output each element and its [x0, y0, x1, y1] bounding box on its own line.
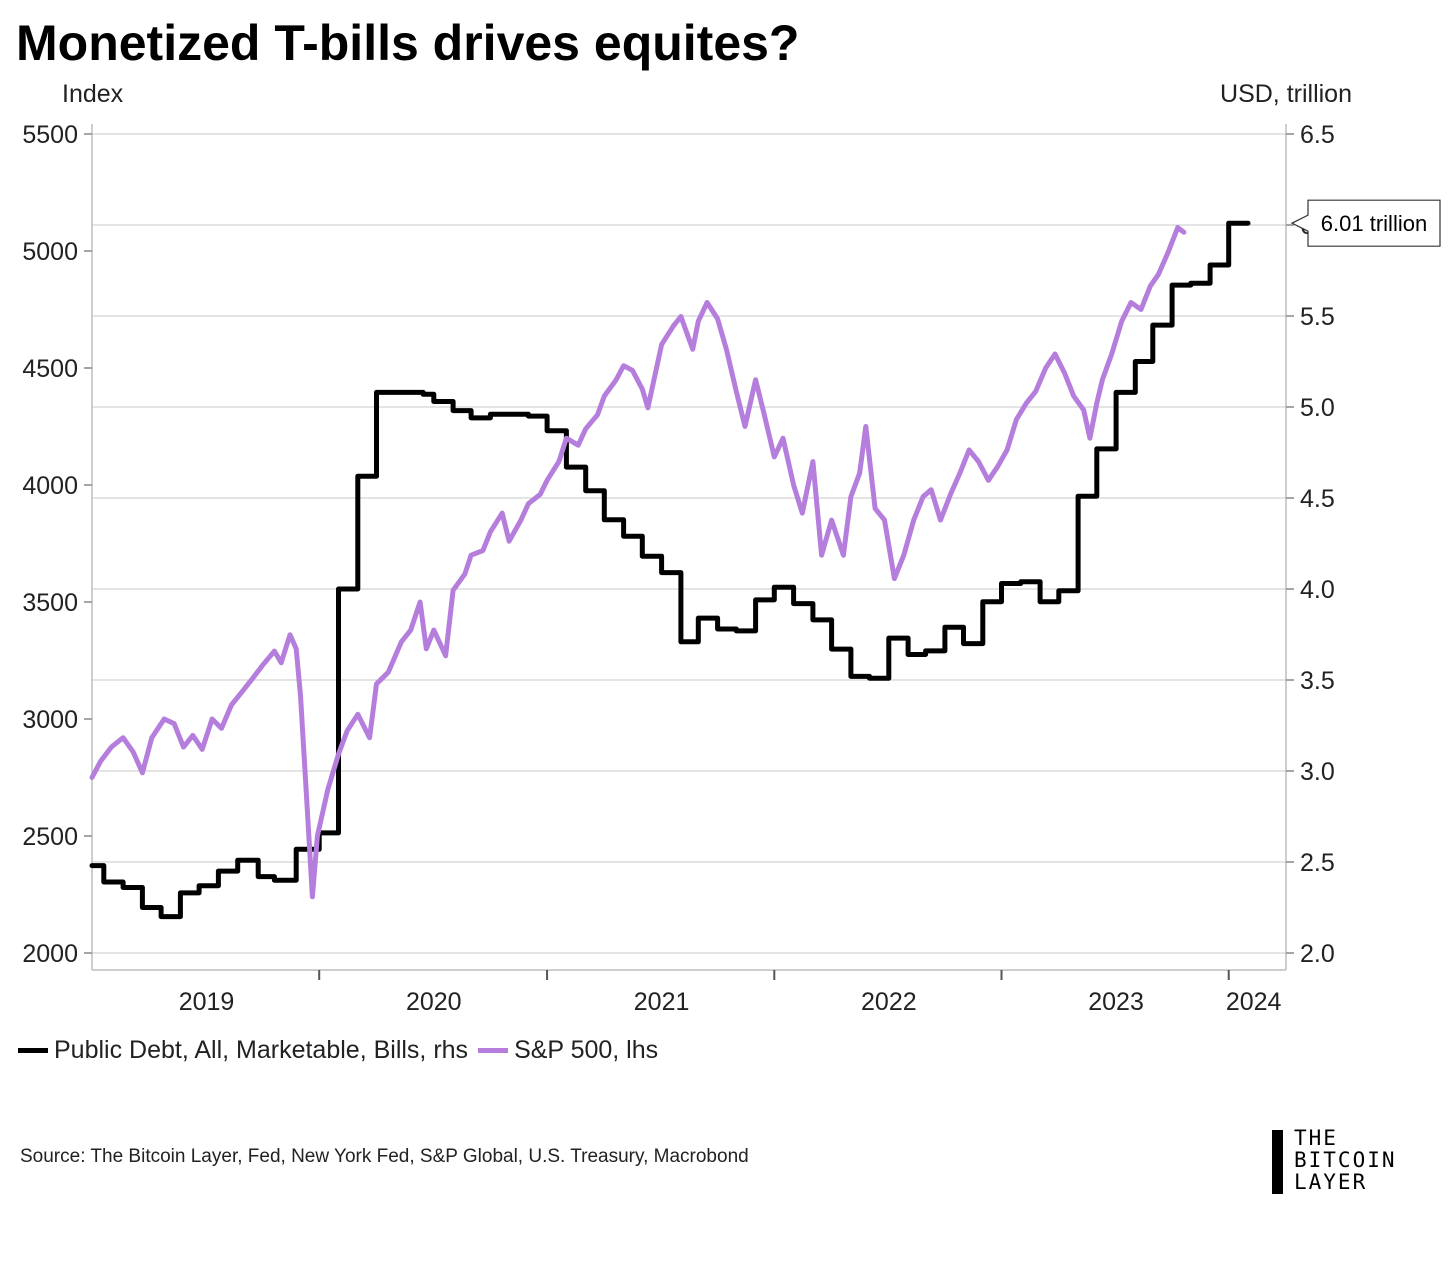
series-line-bills [89, 220, 1251, 920]
legend-item-bills: Public Debt, All, Marketable, Bills, rhs [18, 1036, 468, 1065]
logo-bar [1272, 1130, 1283, 1194]
x-tick-label: 2024 [1226, 988, 1282, 1016]
source-note: Source: The Bitcoin Layer, Fed, New York… [20, 1146, 749, 1167]
left-tick-label: 2500 [22, 823, 78, 851]
series-lines [89, 220, 1251, 920]
x-tick-label: 2023 [1088, 988, 1144, 1016]
series-line-sp500 [89, 225, 1187, 900]
right-axis-ticks: 2.02.53.03.54.04.55.05.56.06.5 [1286, 121, 1335, 968]
legend: Public Debt, All, Marketable, Bills, rhs… [18, 1036, 668, 1065]
legend-swatch-sp500 [478, 1048, 509, 1053]
right-tick-label: 3.5 [1300, 667, 1335, 695]
x-tick-label: 2019 [179, 988, 235, 1016]
left-axis-ticks: 2000 2500 3000 3500 4000 4500 5000 5500 [22, 121, 92, 968]
callout-label: 6.01 trillion [1321, 211, 1427, 236]
x-tick-label: 2020 [406, 988, 462, 1016]
right-axis-unit-label: USD, trillion [1220, 80, 1352, 108]
right-tick-label: 5.5 [1300, 303, 1335, 331]
left-tick-label: 5000 [22, 238, 78, 266]
legend-item-sp500: S&P 500, lhs [478, 1036, 658, 1065]
logo-line-1: THE [1294, 1126, 1338, 1150]
legend-label-bills: Public Debt, All, Marketable, Bills, rhs [54, 1036, 469, 1064]
logo-text: THE BITCOIN LAYER [1294, 1128, 1397, 1194]
logo-line-2: BITCOIN [1294, 1148, 1397, 1172]
right-tick-label: 2.5 [1300, 849, 1335, 877]
value-callout: 6.01 trillion [1290, 199, 1441, 247]
legend-label-sp500: S&P 500, lhs [514, 1036, 659, 1064]
x-tick-label: 2022 [861, 988, 917, 1016]
left-tick-label: 3000 [22, 706, 78, 734]
logo-line-3: LAYER [1294, 1170, 1368, 1194]
left-tick-label: 4500 [22, 355, 78, 383]
grid-lines [92, 133, 1286, 954]
right-tick-label: 6.5 [1300, 121, 1335, 149]
right-tick-label: 4.5 [1300, 485, 1335, 513]
chart-title: Monetized T-bills drives equites? [16, 15, 800, 71]
right-tick-label: 3.0 [1300, 758, 1335, 786]
x-axis-ticks: 2019 2020 2021 2022 2023 2024 [179, 970, 1282, 1016]
right-tick-label: 4.0 [1300, 576, 1335, 604]
left-tick-label: 2000 [22, 940, 78, 968]
legend-swatch-bills [18, 1048, 48, 1053]
callout-box [1290, 199, 1441, 247]
right-tick-label: 2.0 [1300, 940, 1335, 968]
left-tick-label: 5500 [22, 121, 78, 149]
left-tick-label: 3500 [22, 589, 78, 617]
right-tick-label: 5.0 [1300, 394, 1335, 422]
bitcoin-layer-logo: THE BITCOIN LAYER [1272, 1128, 1442, 1196]
left-axis-unit-label: Index [62, 80, 124, 108]
axes [91, 124, 1287, 971]
x-tick-label: 2021 [634, 988, 690, 1016]
left-tick-label: 4000 [22, 472, 78, 500]
